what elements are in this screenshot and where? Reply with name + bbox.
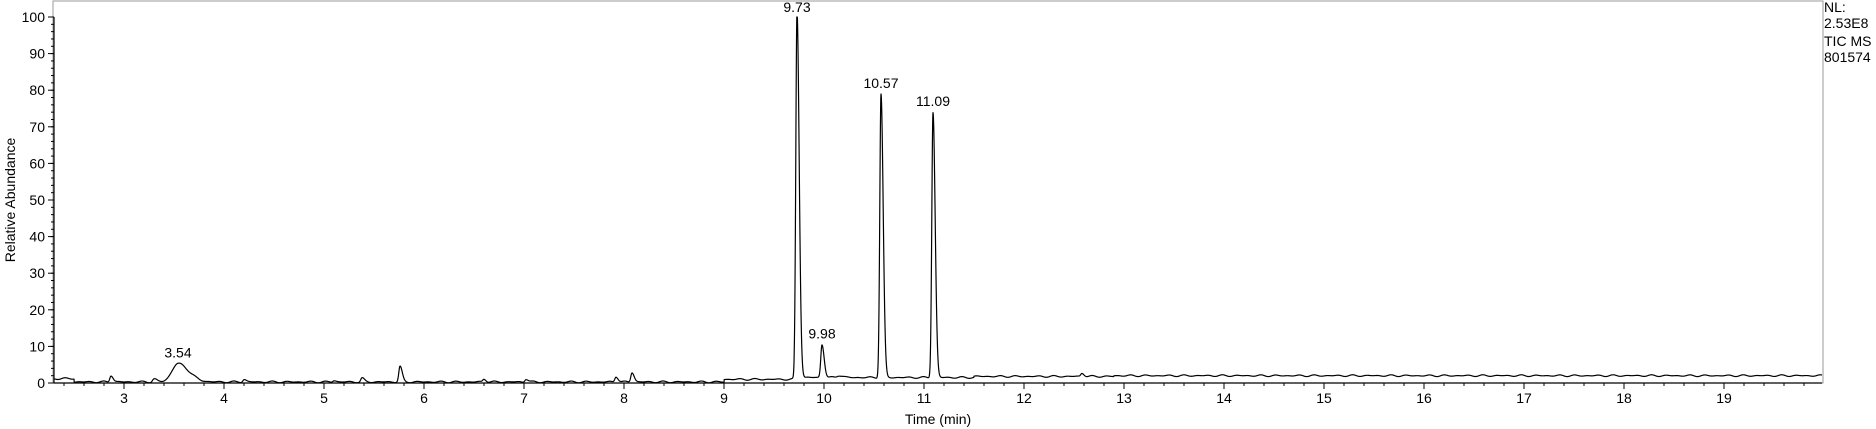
y-tick-label: 100: [22, 9, 46, 25]
info-line-1: NL:: [1824, 0, 1846, 15]
x-axis-title: Time (min): [905, 411, 971, 427]
x-tick-label: 15: [1316, 390, 1332, 406]
x-tick-label: 18: [1616, 390, 1632, 406]
x-tick-label: 9: [720, 390, 728, 406]
x-tick-label: 17: [1516, 390, 1532, 406]
y-tick-label: 60: [29, 155, 45, 171]
y-tick-label: 50: [29, 192, 45, 208]
peak-label: 10.57: [863, 75, 898, 91]
peak-label: 9.73: [783, 0, 810, 15]
x-tick-label: 10: [816, 390, 832, 406]
y-tick-label: 10: [29, 338, 45, 354]
x-tick-label: 14: [1216, 390, 1232, 406]
y-tick-label: 0: [37, 375, 45, 391]
peak-label: 3.54: [164, 345, 191, 361]
x-tick-label: 7: [520, 390, 528, 406]
peak-labels: 3.54 9.73 9.98 10.57 11.09: [164, 0, 950, 361]
info-line-3: TIC MS: [1824, 33, 1871, 49]
y-axis-title: Relative Abundance: [2, 138, 18, 263]
peak-label: 11.09: [916, 93, 950, 109]
x-tick-label: 3: [120, 390, 128, 406]
x-tick-label: 11: [917, 390, 932, 406]
x-tick-label: 6: [420, 390, 428, 406]
y-tick-label: 30: [29, 265, 45, 281]
x-ticks: 3 4 5 6 7 8 9 10 11 12 13 14 15 16 17 18 19: [63, 383, 1805, 406]
info-line-4: 801574: [1824, 49, 1871, 65]
peak-label: 9.98: [808, 326, 835, 342]
y-tick-label: 90: [29, 46, 45, 62]
chromatogram-trace: [53, 16, 1823, 384]
y-tick-label: 40: [29, 229, 45, 245]
x-tick-label: 8: [620, 390, 628, 406]
x-tick-label: 12: [1016, 390, 1032, 406]
y-tick-label: 20: [29, 302, 45, 318]
scan-info: NL: 2.53E8 TIC MS 801574: [1824, 0, 1871, 65]
x-tick-label: 5: [320, 390, 328, 406]
x-tick-label: 4: [220, 390, 228, 406]
y-tick-label: 70: [29, 119, 45, 135]
x-tick-label: 13: [1116, 390, 1132, 406]
x-tick-label: 16: [1416, 390, 1432, 406]
y-ticks: 0 10 20 30 40 50 60 70 80 90 100: [22, 9, 54, 391]
x-tick-label: 19: [1716, 390, 1732, 406]
y-tick-label: 80: [29, 82, 45, 98]
info-line-2: 2.53E8: [1824, 15, 1869, 31]
